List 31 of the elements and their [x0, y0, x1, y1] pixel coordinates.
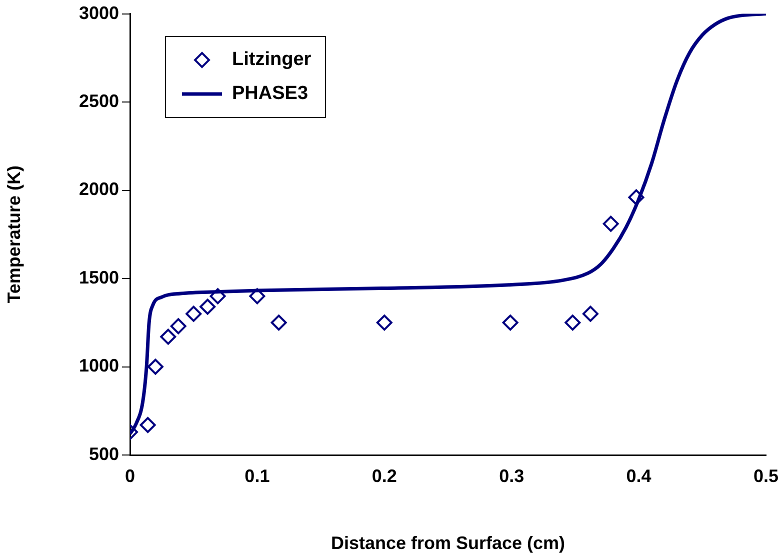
point [249, 288, 266, 304]
legend-label: PHASE3 [232, 83, 308, 105]
x-tick-label: 0.2 [372, 466, 397, 486]
point [170, 318, 186, 334]
point [186, 306, 202, 322]
y-tick-label: 1000 [78, 356, 119, 376]
x-tick-label: 0 [124, 466, 136, 486]
x-tick-label: 0.3 [499, 466, 524, 486]
point [270, 314, 287, 331]
point [564, 314, 581, 331]
x-axis-title: Distance from Surface (cm) [330, 533, 566, 554]
point [628, 189, 644, 206]
x-tick-label: 0.5 [753, 466, 779, 486]
x-tick-label: 0.4 [626, 466, 652, 486]
y-tick-label: 1500 [78, 267, 119, 288]
point [376, 314, 392, 331]
point [200, 298, 216, 315]
point [502, 314, 518, 331]
legend-label: Litzinger [232, 49, 312, 71]
point [582, 306, 598, 322]
y-tick-label: 500 [88, 444, 119, 464]
point [147, 358, 164, 375]
y-tick-label: 3000 [78, 2, 119, 23]
y-tick-label: 2500 [78, 91, 119, 112]
point [160, 328, 176, 345]
y-tick-label: 2000 [78, 179, 119, 200]
point [140, 417, 156, 433]
x-tick-label: 0.1 [244, 466, 270, 486]
point [602, 216, 619, 232]
point [210, 288, 226, 304]
y-axis-title: Temperature (K) [4, 166, 24, 304]
